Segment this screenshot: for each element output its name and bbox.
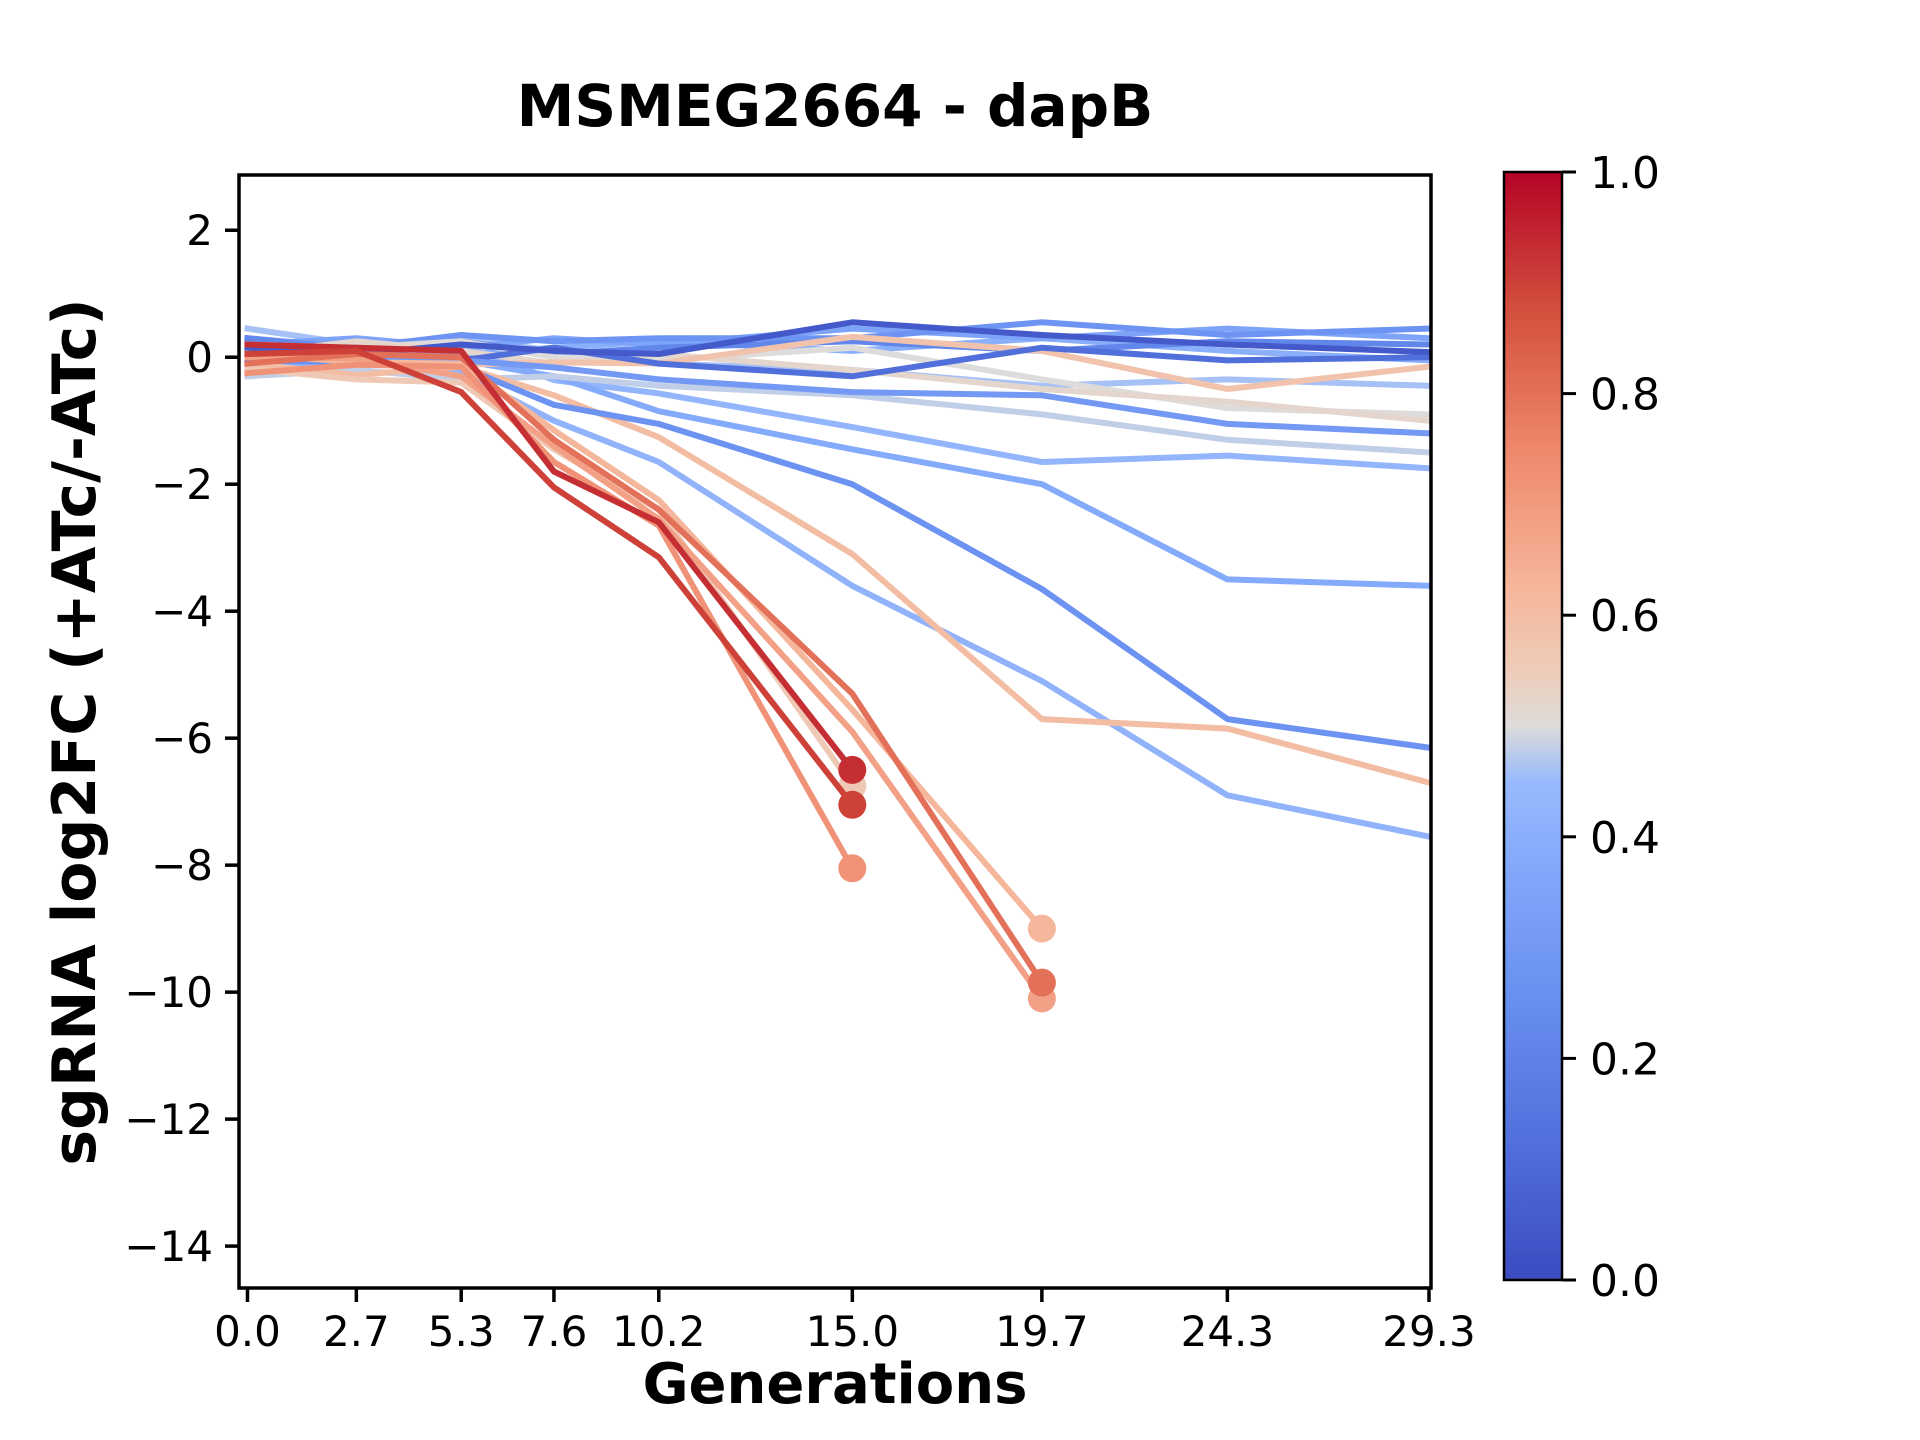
endpoint-dot-23 xyxy=(838,790,867,819)
y-tick-label: −6 xyxy=(151,714,213,763)
series-group xyxy=(244,319,1433,1013)
plot-border xyxy=(237,173,1433,1290)
y-tick-label: 2 xyxy=(186,206,213,255)
y-tick-label: −4 xyxy=(151,587,213,636)
endpoint-dot-22 xyxy=(838,755,867,784)
series-line-22 xyxy=(244,341,857,775)
colorbar-tick-label: 0.6 xyxy=(1590,591,1660,642)
series-line-9 xyxy=(244,360,1433,787)
colorbar-tick-label: 0.4 xyxy=(1590,813,1660,864)
y-tick-label: −12 xyxy=(124,1095,213,1144)
colorbar-tick-label: 0.2 xyxy=(1590,1034,1660,1085)
y-axis-ticks: 2 0 −2 −4 −6 −8 −10 −12 −14 xyxy=(124,206,239,1271)
colorbar-tick-label: 0.0 xyxy=(1590,1256,1660,1307)
series-line-10 xyxy=(244,357,1433,752)
x-tick-label: 2.7 xyxy=(323,1307,390,1356)
y-tick-label: 0 xyxy=(186,333,213,382)
colorbar: 1.0 0.8 0.6 0.4 0.2 0.0 xyxy=(1502,148,1660,1307)
y-tick-label: −2 xyxy=(151,460,213,509)
y-tick-label: −8 xyxy=(151,841,213,890)
x-axis-label: Generations xyxy=(642,1352,1028,1417)
x-tick-label: 19.7 xyxy=(995,1307,1089,1356)
x-tick-label: 7.6 xyxy=(521,1307,588,1356)
x-tick-label: 29.3 xyxy=(1382,1307,1476,1356)
series-line-16 xyxy=(244,350,1433,437)
chart-title: MSMEG2664 - dapB xyxy=(516,72,1154,140)
series-line-23 xyxy=(244,347,857,810)
x-axis-ticks: 0.0 2.7 5.3 7.6 10.2 15.0 19.7 24.3 29.3 xyxy=(214,1288,1476,1356)
series-line-19 xyxy=(244,354,1047,1003)
colorbar-tick-label: 0.8 xyxy=(1590,370,1660,421)
x-tick-label: 24.3 xyxy=(1181,1307,1275,1356)
x-tick-label: 0.0 xyxy=(214,1307,281,1356)
endpoint-dot-18 xyxy=(1027,914,1056,943)
x-tick-label: 5.3 xyxy=(428,1307,495,1356)
series-line-21 xyxy=(244,351,1047,987)
endpoint-dot-21 xyxy=(1027,968,1056,997)
colorbar-border xyxy=(1502,170,1564,1282)
x-tick-label: 15.0 xyxy=(806,1307,900,1356)
colorbar-tick-label: 1.0 xyxy=(1590,148,1660,199)
y-tick-label: −10 xyxy=(124,968,213,1017)
colorbar-gradient xyxy=(1504,172,1562,1280)
x-tick-label: 10.2 xyxy=(612,1307,706,1356)
endpoint-dot-20 xyxy=(838,854,867,883)
y-tick-label: −14 xyxy=(124,1222,213,1271)
